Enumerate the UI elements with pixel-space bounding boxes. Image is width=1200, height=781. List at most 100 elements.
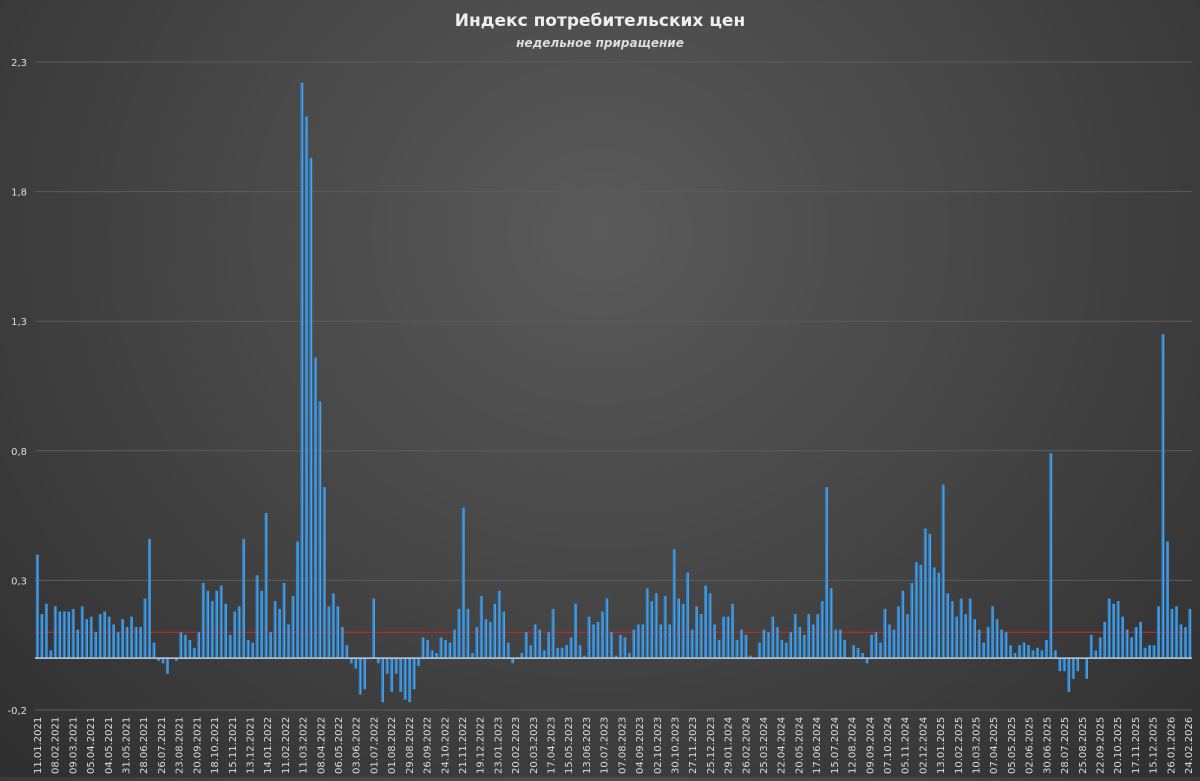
data-bar <box>627 652 631 659</box>
data-bar-highlight <box>1154 645 1156 659</box>
y-tick-label: 1,3 <box>11 317 27 328</box>
data-bar <box>1071 658 1075 679</box>
data-bar-highlight <box>167 658 169 674</box>
data-bar <box>946 593 949 659</box>
data-bar <box>331 593 335 659</box>
data-bar <box>112 624 115 659</box>
data-bar <box>699 614 703 659</box>
data-bar <box>1076 658 1080 672</box>
data-bar <box>941 484 945 659</box>
data-bar-highlight <box>669 624 671 659</box>
data-bar-highlight <box>1091 634 1093 659</box>
data-bar <box>457 608 461 659</box>
data-bar <box>479 595 483 659</box>
data-bar <box>802 634 806 659</box>
data-bar-highlight <box>50 650 53 659</box>
x-tick-label: 22.09.2025 <box>1096 717 1107 774</box>
data-bar-highlight <box>46 603 48 659</box>
data-bar-highlight <box>1104 621 1106 659</box>
data-bar <box>582 655 586 659</box>
data-bar <box>591 624 595 659</box>
data-bar-highlight <box>530 645 532 659</box>
data-bar-highlight <box>759 642 761 659</box>
data-bar <box>533 624 537 659</box>
data-bar <box>1188 608 1192 659</box>
data-bar <box>1156 606 1160 659</box>
data-bar-highlight <box>633 629 636 659</box>
data-bar-highlight <box>261 590 263 659</box>
data-bar <box>260 590 263 659</box>
data-bar <box>399 658 402 692</box>
data-bar-highlight <box>248 640 250 659</box>
data-bar-highlight <box>1167 541 1169 659</box>
data-bar-highlight <box>880 642 882 659</box>
data-bar <box>623 637 627 659</box>
data-bar <box>784 642 788 659</box>
data-bar <box>318 401 322 659</box>
x-tick-label: 08.02.2021 <box>51 717 62 774</box>
data-bar-highlight <box>799 627 801 659</box>
data-bar <box>932 567 936 659</box>
data-bar <box>215 590 219 659</box>
data-bar <box>53 606 57 659</box>
data-bar <box>286 624 290 659</box>
data-bar <box>1112 603 1115 659</box>
data-bar <box>793 614 797 659</box>
data-bar <box>556 647 559 659</box>
data-bar <box>1017 645 1021 659</box>
data-bar <box>493 603 497 659</box>
data-bar-highlight <box>1095 650 1097 659</box>
data-bar-highlight <box>297 541 299 659</box>
data-bar <box>650 601 654 659</box>
data-bar <box>560 647 564 659</box>
data-bar <box>1179 624 1183 659</box>
data-bar <box>609 632 613 659</box>
data-bar-highlight <box>624 637 627 659</box>
data-bar <box>641 624 645 659</box>
data-bar <box>349 658 353 664</box>
data-bar-highlight <box>162 658 165 664</box>
data-bar <box>1000 629 1003 659</box>
data-bar-highlight <box>840 629 842 659</box>
data-bar-highlight <box>911 582 914 659</box>
data-bar-highlight <box>1185 627 1187 659</box>
data-bar-highlight <box>1171 608 1174 659</box>
data-bar-highlight <box>454 629 456 659</box>
x-tick-label: 08.04.2022 <box>316 717 327 774</box>
x-tick-label: 28.06.2021 <box>139 717 150 774</box>
data-bar <box>143 598 147 659</box>
data-bar <box>825 487 828 659</box>
data-bar-highlight <box>790 632 793 659</box>
data-bar-highlight <box>970 598 972 659</box>
data-bar-highlight <box>418 658 420 666</box>
data-bar <box>421 637 425 659</box>
x-tick-label: 04.05.2021 <box>104 717 115 774</box>
data-bar-highlight <box>225 603 227 659</box>
data-bar-highlight <box>979 629 981 659</box>
data-bar <box>130 616 133 659</box>
data-bar <box>44 603 48 659</box>
data-bar <box>1103 621 1106 659</box>
data-bar <box>721 616 725 659</box>
x-tick-label: 04.09.2023 <box>635 717 646 774</box>
x-tick-label: 20.09.2021 <box>192 717 203 774</box>
data-bar <box>834 629 837 659</box>
data-bar-highlight <box>1059 658 1062 672</box>
data-bar-highlight <box>665 595 667 659</box>
x-tick-label: 25.08.2025 <box>1078 717 1089 774</box>
data-bar-highlight <box>391 658 393 692</box>
data-bar-highlight <box>943 484 945 659</box>
data-bar-highlight <box>427 640 429 659</box>
data-bar-highlight <box>145 598 147 659</box>
data-bar <box>735 640 739 659</box>
data-bar <box>125 627 129 659</box>
x-tick-label: 15.11.2021 <box>228 717 239 774</box>
data-bar <box>233 611 236 659</box>
x-tick-label: 26.07.2021 <box>157 717 168 774</box>
x-tick-label: 02.10.2023 <box>653 717 664 774</box>
data-bar <box>565 645 568 659</box>
x-tick-label: 15.12.2025 <box>1149 717 1160 774</box>
data-bar-highlight <box>1064 658 1066 672</box>
data-bar-highlight <box>701 614 703 659</box>
data-bar-highlight <box>763 629 766 659</box>
